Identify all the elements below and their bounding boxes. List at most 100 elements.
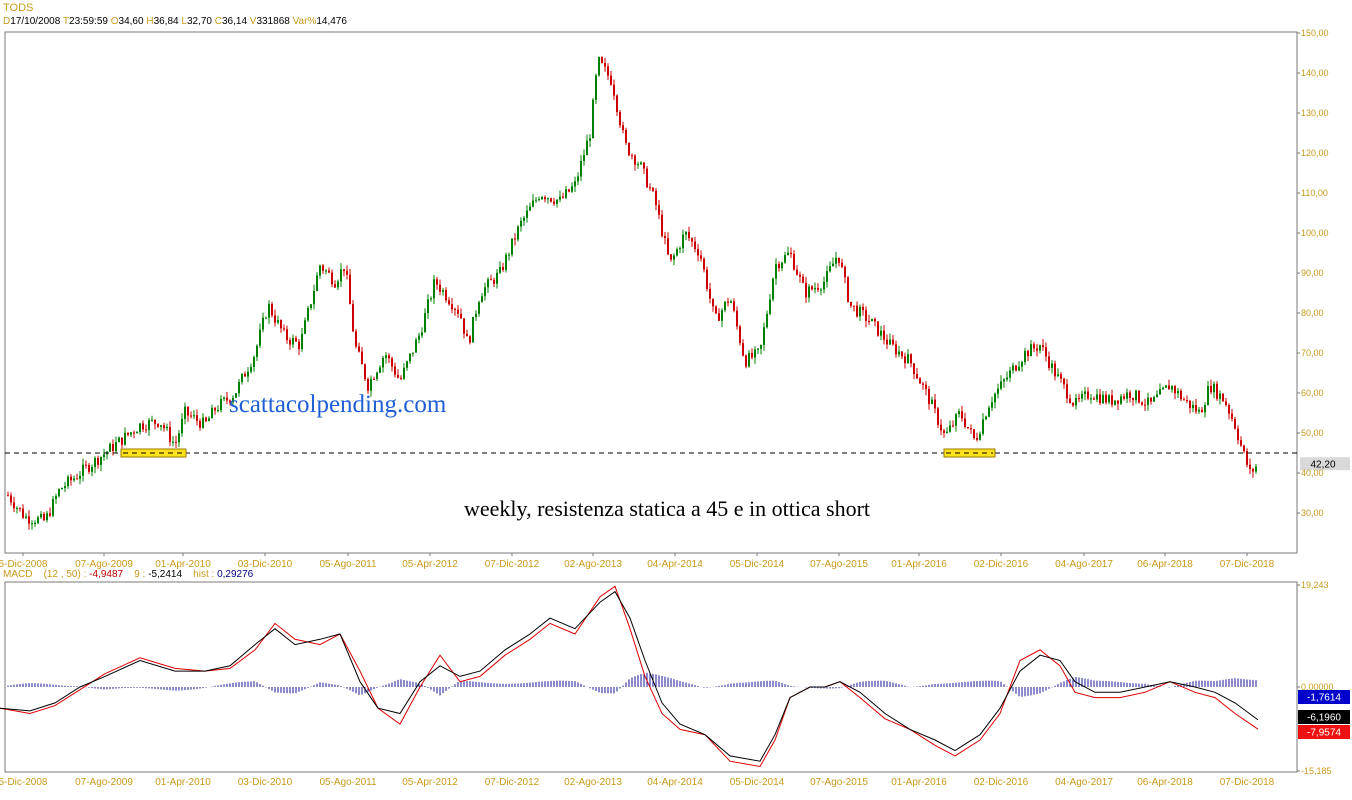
y-tick-label: 60,00: [1301, 388, 1324, 398]
candle-body: [1237, 428, 1239, 441]
x-tick-label: 02-Dic-2016: [974, 559, 1029, 570]
candle-body: [676, 249, 678, 256]
candle-body: [1039, 345, 1041, 351]
x-tick-label: 04-Ago-2017: [1055, 559, 1113, 570]
candle-body: [976, 437, 978, 440]
candle-body: [940, 424, 942, 431]
candle-body: [1027, 350, 1029, 357]
candle-body: [913, 363, 915, 375]
candle-body: [469, 336, 471, 343]
candle-body: [10, 495, 12, 503]
candle-body: [304, 320, 306, 334]
info-key: V: [249, 16, 257, 27]
candle-body: [850, 301, 852, 306]
candle-body: [694, 241, 696, 249]
candle-body: [922, 383, 924, 385]
price-panel: [4, 31, 1298, 554]
candle-body: [580, 160, 582, 177]
candle-body: [505, 254, 507, 270]
axes: 30,00 40,00 50,00 60,00 70,00 80,00 90,00 100,0…: [0, 28, 1350, 788]
candle-body: [646, 168, 648, 188]
candle-body: [256, 345, 258, 357]
candle-body: [88, 465, 90, 472]
candle-body: [718, 313, 720, 321]
candle-body: [82, 464, 84, 476]
candle-body: [721, 310, 723, 321]
candle-body: [715, 306, 717, 314]
info-key: T: [62, 16, 70, 27]
candle-body: [766, 313, 768, 328]
candle-body: [277, 320, 279, 323]
candle-body: [784, 255, 786, 263]
candle-body: [133, 432, 135, 434]
candle-body: [418, 335, 420, 340]
candle-body: [736, 310, 738, 327]
info-key: O: [110, 16, 119, 27]
candle-body: [319, 265, 321, 276]
candle-body: [517, 226, 519, 240]
candle-body: [742, 343, 744, 356]
candle-body: [1195, 405, 1197, 412]
candle-body: [778, 264, 780, 269]
candle-body: [643, 162, 645, 169]
candle-body: [955, 414, 957, 426]
macd-name: MACD: [3, 569, 33, 580]
candle-body: [574, 181, 576, 187]
candle-body: [1120, 396, 1122, 404]
candle-body: [802, 276, 804, 283]
candle-body: [634, 155, 636, 165]
x-tick-label: 02-Ago-2013: [564, 559, 622, 570]
candle-body: [148, 420, 150, 431]
ohlc-info-bar: D17/10/2008 T23:59:59 O34,60 H36,84 L32,…: [3, 16, 347, 27]
info-value: 23:59:59: [69, 16, 108, 27]
candle-body: [961, 411, 963, 419]
candle-body: [520, 220, 522, 227]
candle-body: [550, 198, 552, 202]
candle-body: [979, 433, 981, 440]
candle-body: [556, 199, 558, 204]
candle-body: [541, 197, 543, 200]
y-tick-label: 110,00: [1301, 188, 1328, 198]
candle-body: [265, 317, 267, 319]
candle-body: [343, 269, 345, 271]
candle-body: [577, 176, 579, 182]
candle-body: [931, 399, 933, 405]
signal-last-box: [1298, 725, 1350, 739]
candle-body: [442, 290, 444, 292]
candle-body: [46, 513, 48, 521]
candle-body: [292, 338, 294, 345]
y-tick-label: 80,00: [1301, 308, 1324, 318]
candle-body: [928, 389, 930, 405]
candle-body: [364, 364, 366, 380]
candle-body: [1216, 383, 1218, 399]
candle-body: [919, 378, 921, 384]
candle-body: [601, 57, 603, 63]
candle-body: [25, 516, 27, 518]
candle-body: [430, 298, 432, 300]
hist-value: 0,29276: [217, 569, 254, 580]
last-price-label: 42,20: [1310, 460, 1335, 471]
candle-body: [1042, 345, 1044, 348]
candle-body: [1012, 365, 1014, 371]
candle-body: [1156, 394, 1158, 397]
candle-body: [1147, 397, 1149, 405]
candle-body: [217, 410, 219, 412]
candle-body: [1018, 366, 1020, 371]
candle-body: [991, 402, 993, 408]
candle-body: [1096, 394, 1098, 400]
candle-body: [664, 236, 666, 239]
candle-body: [607, 66, 609, 76]
candle-body: [352, 304, 354, 332]
candle-body: [214, 407, 216, 411]
candle-body: [193, 415, 195, 417]
candle-body: [907, 354, 909, 364]
candle-body: [538, 199, 540, 201]
candle-body: [1069, 398, 1071, 403]
candle-body: [139, 423, 141, 433]
candle-body: [100, 456, 102, 465]
candle-body: [1003, 379, 1005, 382]
candle-body: [97, 457, 99, 465]
candle-body: [16, 507, 18, 509]
candle-body: [1015, 365, 1017, 371]
signal-value: -5,2414: [148, 569, 183, 580]
